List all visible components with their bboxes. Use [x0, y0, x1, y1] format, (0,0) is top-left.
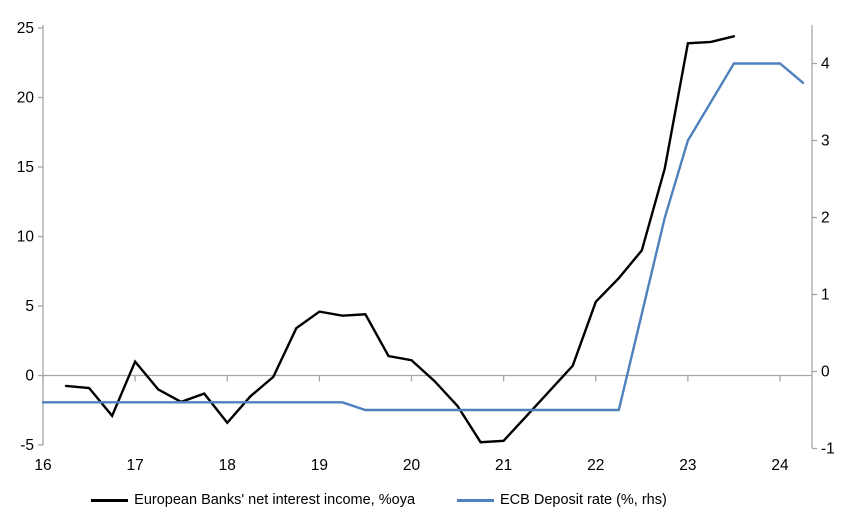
right-axis-tick-label: 4: [821, 56, 830, 73]
legend: European Banks' net interest income, %oy…: [0, 492, 805, 508]
left-axis-tick-label: 10: [17, 229, 35, 246]
right-axis-tick-label: 3: [821, 133, 830, 150]
left-axis-tick-label: 20: [17, 90, 35, 107]
blue-line-swatch: [457, 498, 495, 502]
x-tick-label: 21: [495, 457, 512, 474]
x-tick-label: 20: [403, 457, 421, 474]
x-tick-label: 18: [219, 457, 236, 474]
x-tick-label: 22: [587, 457, 604, 474]
left-axis-tick-label: 5: [25, 298, 34, 315]
x-tick-label: 23: [679, 457, 696, 474]
x-tick-label: 17: [127, 457, 144, 474]
right-axis-tick-label: 1: [821, 287, 830, 304]
x-tick-label: 24: [771, 457, 789, 474]
black-line-swatch: [91, 498, 129, 502]
x-tick-label: 19: [311, 457, 328, 474]
left-axis-tick-label: 0: [25, 368, 34, 385]
left-axis-tick-label: 15: [17, 159, 34, 176]
legend-item-ecb-deposit-rate: ECB Deposit rate (%, rhs): [457, 492, 667, 508]
legend-label-net-interest-income: European Banks' net interest income, %oy…: [134, 492, 416, 508]
right-axis-tick-label: 0: [821, 364, 830, 381]
left-axis-tick-label: -5: [20, 437, 34, 454]
left-axis-tick-label: 25: [17, 20, 34, 37]
series-line-0: [64, 35, 736, 444]
legend-label-ecb-deposit-rate: ECB Deposit rate (%, rhs): [500, 492, 667, 508]
right-axis-tick-label: 2: [821, 210, 830, 227]
legend-item-net-interest-income: European Banks' net interest income, %oy…: [91, 492, 415, 508]
series-line-1: [41, 62, 805, 412]
x-tick-label: 16: [34, 457, 51, 474]
right-axis-tick-label: -1: [821, 441, 835, 458]
